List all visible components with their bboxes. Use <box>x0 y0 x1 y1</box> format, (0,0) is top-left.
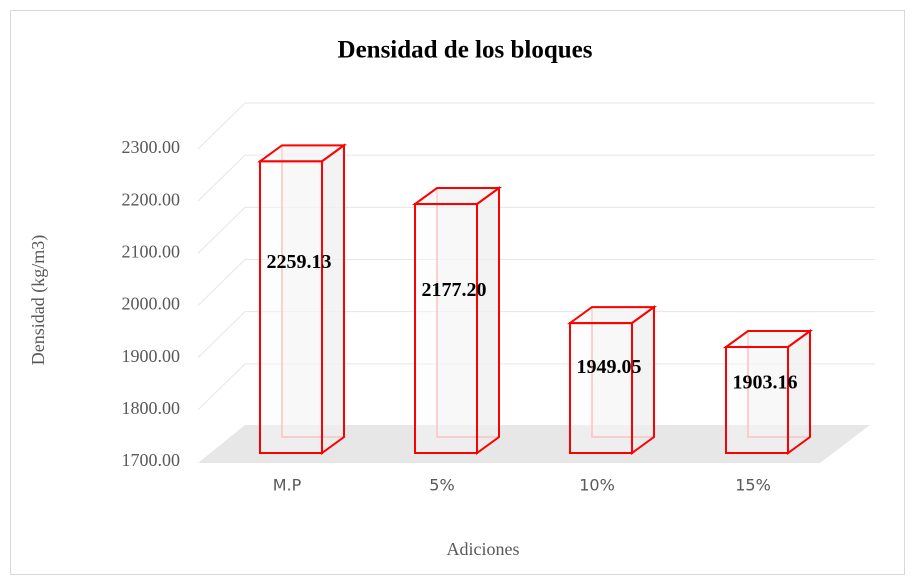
data-label: 2177.20 <box>422 279 487 301</box>
grid-line <box>197 363 246 411</box>
bar <box>256 143 348 455</box>
grid-line <box>197 311 246 359</box>
x-axis-title: Adiciones <box>447 539 520 559</box>
y-tick-label: 1900.00 <box>122 346 181 366</box>
data-label: 1903.16 <box>733 372 798 394</box>
floor <box>198 425 870 463</box>
bar <box>566 305 658 455</box>
bar-edge <box>631 305 655 455</box>
bar <box>722 329 814 455</box>
bar-edge <box>725 346 789 454</box>
y-tick-label: 1800.00 <box>122 398 181 418</box>
x-tick-label: 10% <box>579 476 615 495</box>
grid-line <box>197 259 246 306</box>
y-tick-label: 2000.00 <box>122 294 181 314</box>
bar <box>411 186 503 455</box>
bar-edge <box>476 186 500 455</box>
y-tick-label: 2100.00 <box>122 241 181 261</box>
y-tick-label: 1700.00 <box>122 450 181 470</box>
bar-edge <box>259 160 323 454</box>
grid-line <box>197 154 246 202</box>
x-tick-label: M.P <box>273 476 302 495</box>
grid-line <box>197 206 246 254</box>
data-label: 1949.05 <box>577 356 642 378</box>
data-label: 2259.13 <box>267 251 332 273</box>
bar-edge <box>321 143 345 455</box>
y-tick-label: 2200.00 <box>122 189 181 209</box>
y-axis-title: Densidad (kg/m3) <box>28 235 49 365</box>
x-tick-label: 5% <box>429 476 454 495</box>
x-tick-label: 15% <box>735 476 771 495</box>
bar-edge <box>569 322 633 454</box>
bar-edge <box>414 203 478 454</box>
y-tick-label: 2300.00 <box>122 137 181 157</box>
chart-title: Densidad de los bloques <box>338 37 593 64</box>
grid-line <box>197 102 246 150</box>
